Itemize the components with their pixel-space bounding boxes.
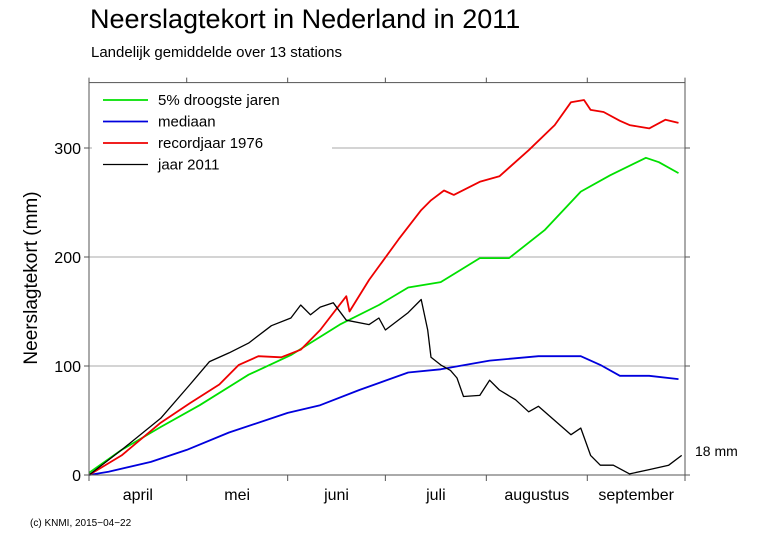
series-line-0 xyxy=(88,156,679,474)
y-tick-label: 300 xyxy=(54,141,81,158)
legend: 5% droogste jaren mediaan recordjaar 1976 j… xyxy=(92,86,332,182)
y-axis-label: Neerslagtekort (mm) xyxy=(21,191,42,364)
legend-label: jaar 2011 xyxy=(157,157,219,174)
x-tick-label: augustus xyxy=(504,487,569,504)
chart-title: Neerslagtekort in Nederland in 2011 xyxy=(90,4,520,34)
axes: 0 100 200 300 april mei juni juli augustus septem… xyxy=(54,77,690,504)
legend-label: mediaan xyxy=(158,114,216,131)
series-lines xyxy=(88,99,683,476)
legend-label: recordjaar 1976 xyxy=(158,135,263,152)
chart-subtitle: Landelijk gemiddelde over 13 stations xyxy=(91,44,342,61)
series-line-2 xyxy=(88,99,679,476)
x-tick-label: mei xyxy=(224,487,250,504)
x-tick-label: juli xyxy=(425,487,446,504)
y-tick-label: 100 xyxy=(54,359,81,376)
legend-label: 5% droogste jaren xyxy=(158,92,280,109)
plot-frame xyxy=(88,82,686,476)
series-line-3 xyxy=(88,298,683,476)
x-tick-label: september xyxy=(598,487,674,504)
legend-background xyxy=(92,86,332,182)
x-tick-label: april xyxy=(123,487,153,504)
x-tick-label: juni xyxy=(323,487,349,504)
end-annotation: 18 mm xyxy=(695,443,738,459)
copyright: (c) KNMI, 2015−04−22 xyxy=(30,518,132,529)
y-tick-label: 0 xyxy=(72,468,81,485)
y-tick-label: 200 xyxy=(54,250,81,267)
series-line-1 xyxy=(88,355,679,476)
